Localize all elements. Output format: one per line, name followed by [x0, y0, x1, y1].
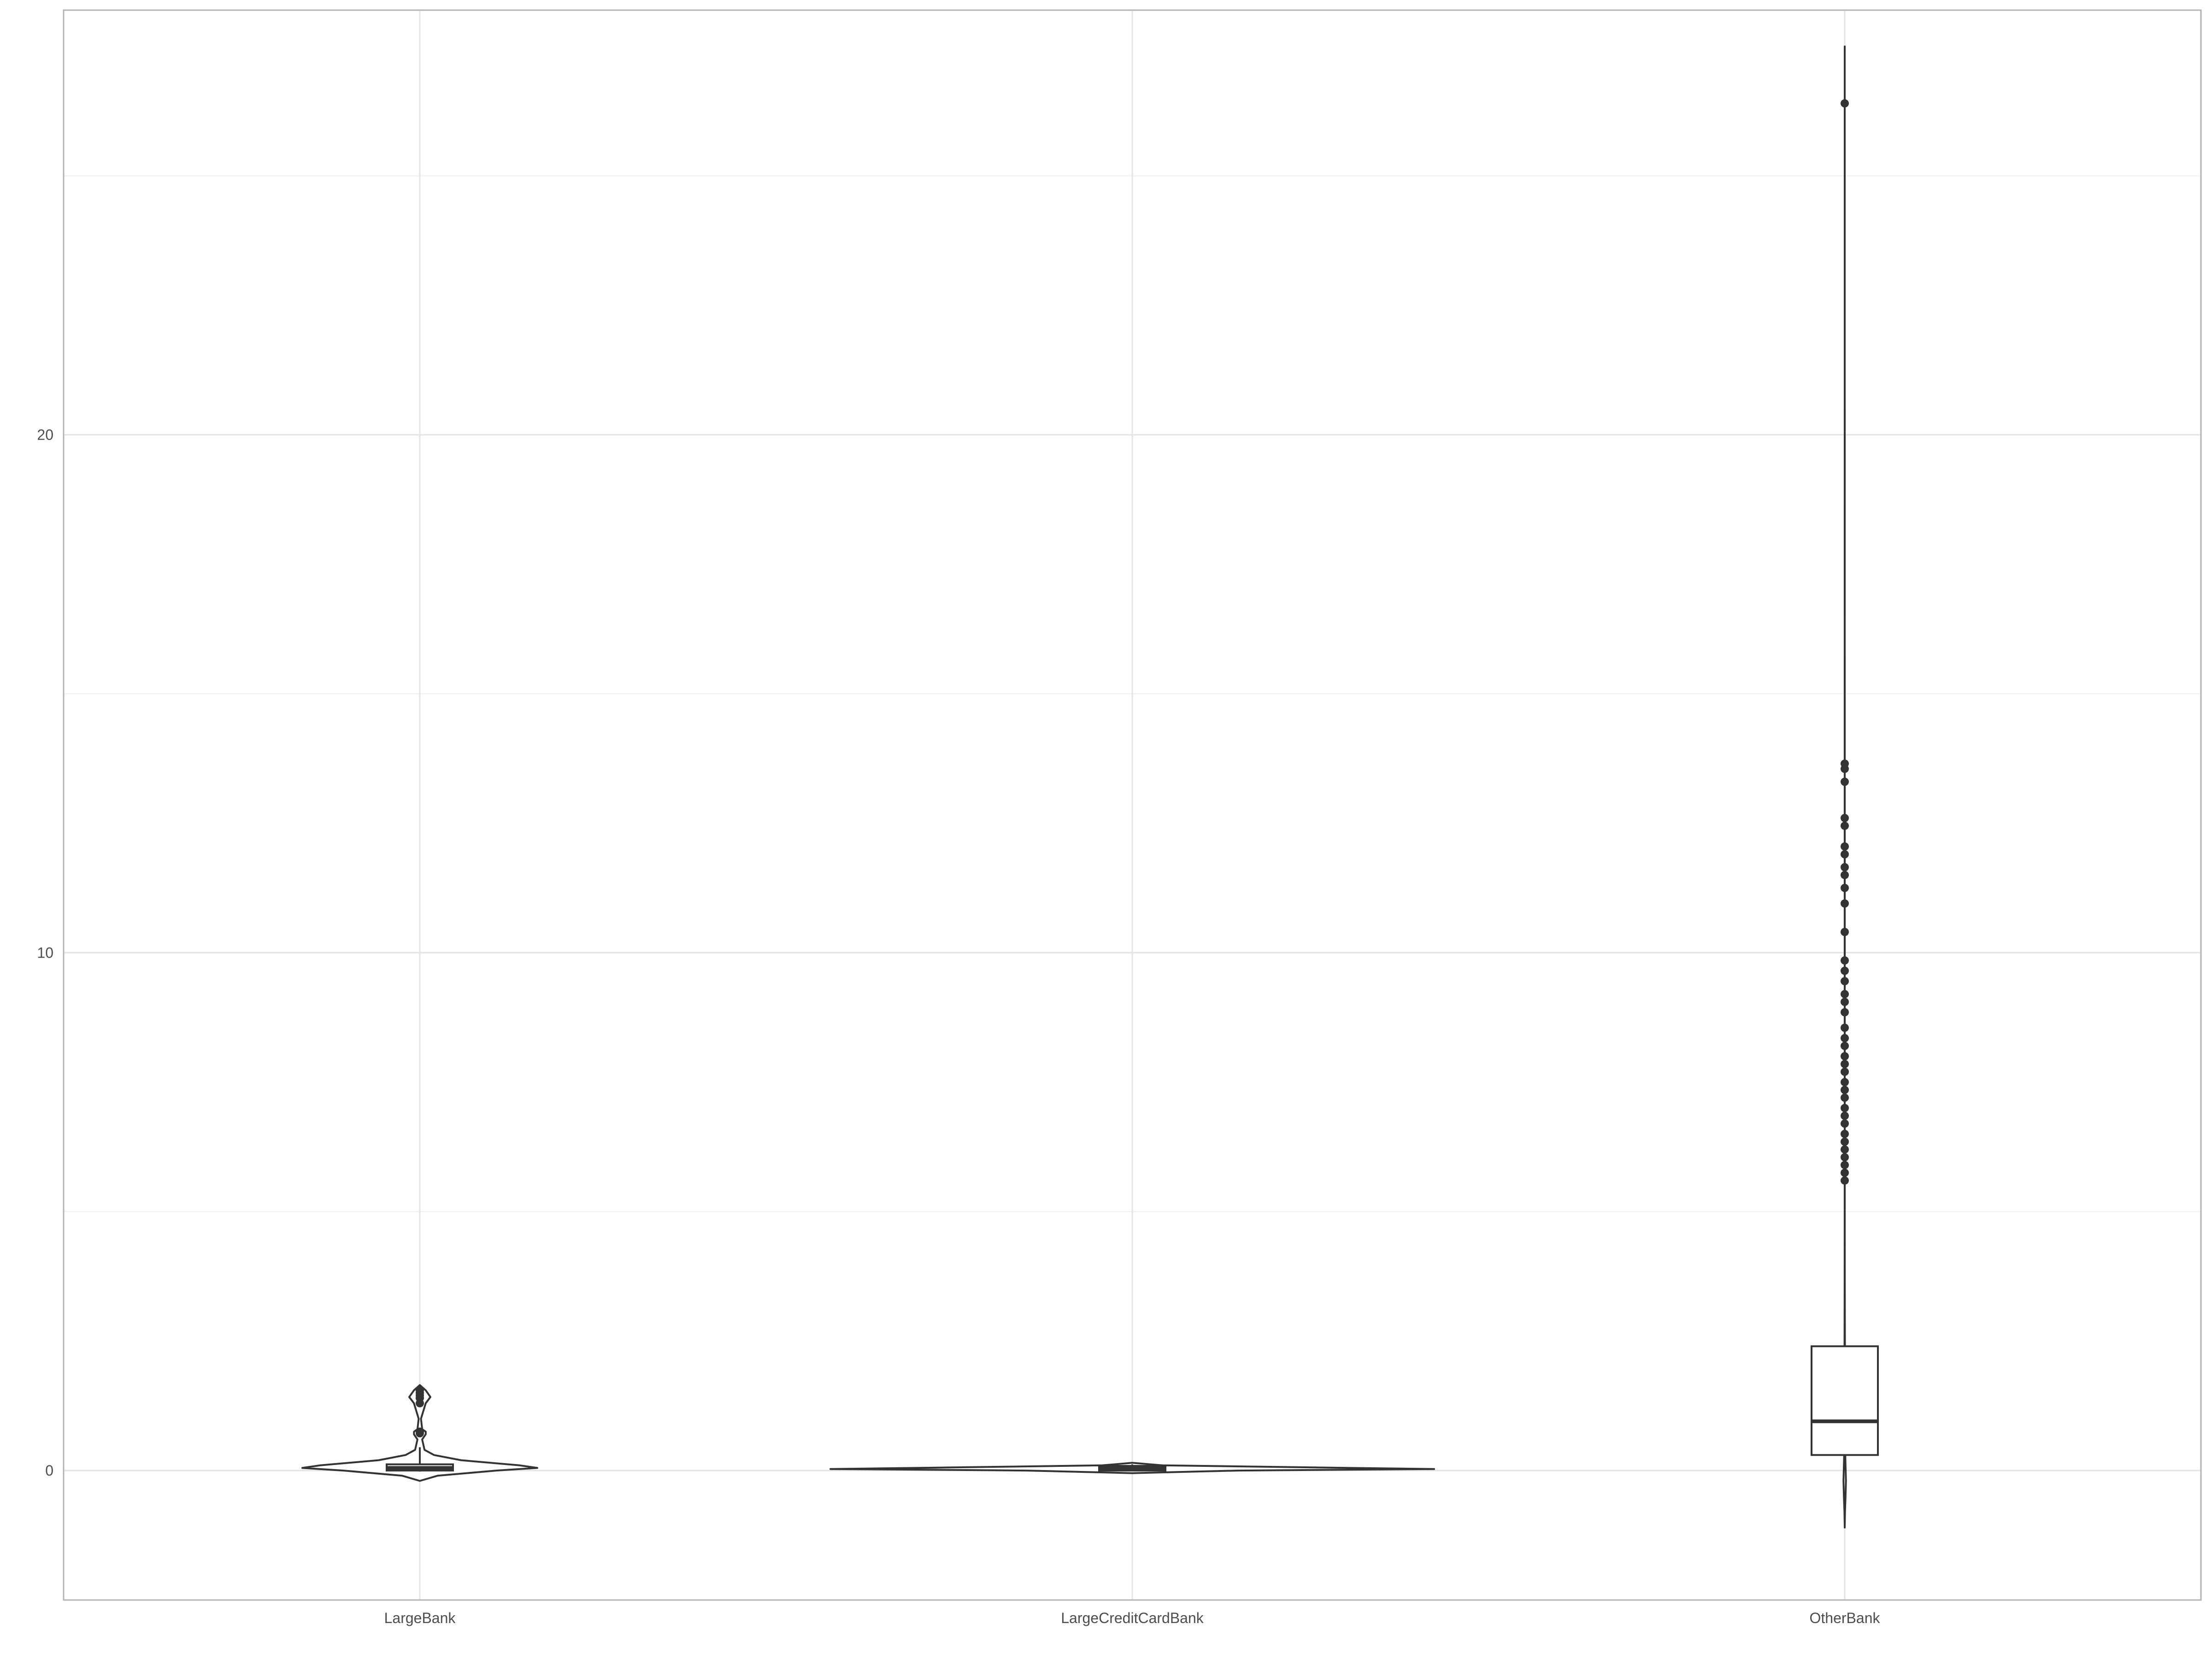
x-tick-label: LargeCreditCardBank [1061, 1610, 1204, 1626]
outlier-point [1841, 1024, 1849, 1032]
outlier-point [1841, 1059, 1849, 1068]
panel-border [63, 9, 2202, 1601]
outlier-point [1841, 871, 1849, 879]
outlier-point [1841, 1041, 1849, 1050]
outlier-point [1841, 990, 1849, 999]
outlier-point [1841, 1086, 1849, 1094]
outlier-point [1841, 1161, 1849, 1170]
outlier-point [1841, 850, 1849, 859]
outlier-point [416, 1386, 424, 1394]
y-tick-label: 10 [37, 944, 53, 961]
outlier-point [1841, 863, 1849, 871]
outlier-point [1841, 1052, 1849, 1061]
outlier-point [1841, 1008, 1849, 1017]
axis-labels: 0 10 20 LargeBank LargeCreditCardBank OtherBa… [37, 426, 1880, 1626]
outlier-point [1841, 777, 1849, 786]
outlier-point [1841, 1168, 1849, 1177]
x-tick-label: OtherBank [1810, 1610, 1881, 1626]
outlier-point [1841, 1078, 1849, 1087]
outlier-point [1841, 1034, 1849, 1042]
outlier-point [1841, 966, 1849, 975]
y-tick-label: 0 [45, 1462, 53, 1479]
outlier-point [1841, 1176, 1849, 1185]
x-tick-label: LargeBank [384, 1610, 456, 1626]
outlier-point [1841, 1067, 1849, 1076]
box-OtherBank [1811, 1345, 1879, 1456]
outlier-point [1841, 842, 1849, 851]
outlier-point [1841, 1137, 1849, 1146]
outlier-point [1841, 998, 1849, 1006]
outlier-point [1841, 928, 1849, 936]
outlier-point [1841, 814, 1849, 823]
outlier-point [1841, 977, 1849, 986]
outlier-point [1841, 956, 1849, 965]
y-tick-label: 20 [37, 426, 53, 443]
outlier-point [1841, 99, 1849, 108]
outlier-point [1841, 1153, 1849, 1162]
outlier-point [1841, 1119, 1849, 1128]
outlier-point [1841, 1130, 1849, 1138]
outlier-point [1841, 1104, 1849, 1112]
outlier-point [1841, 899, 1849, 908]
outlier-point [1841, 821, 1849, 830]
outlier-point [1841, 1093, 1849, 1102]
chart-marks [301, 45, 1879, 1529]
outlier-point [1841, 759, 1849, 768]
outlier-point [1841, 883, 1849, 892]
outlier-point [416, 1427, 424, 1436]
outlier-point [1841, 1112, 1849, 1120]
grid-lines [64, 10, 2201, 1600]
outlier-point [1841, 1145, 1849, 1154]
